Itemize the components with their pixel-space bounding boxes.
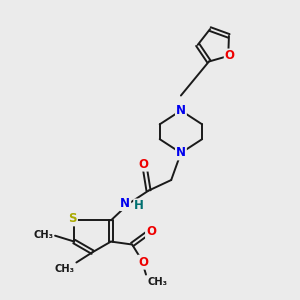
Text: O: O	[138, 256, 148, 269]
Text: CH₃: CH₃	[55, 264, 75, 274]
Text: H: H	[134, 200, 144, 212]
Text: CH₃: CH₃	[148, 277, 167, 287]
Text: CH₃: CH₃	[34, 230, 54, 240]
Text: S: S	[68, 212, 77, 225]
Text: N: N	[120, 197, 130, 210]
Text: O: O	[138, 158, 148, 171]
Text: N: N	[176, 104, 186, 117]
Text: N: N	[176, 146, 186, 159]
Text: O: O	[225, 50, 235, 62]
Text: O: O	[146, 225, 156, 239]
